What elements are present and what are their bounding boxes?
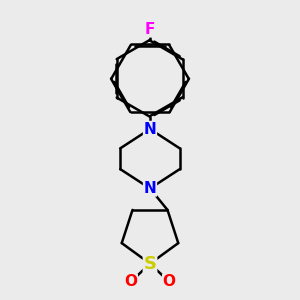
Text: O: O <box>163 274 176 289</box>
Text: S: S <box>143 255 157 273</box>
Text: F: F <box>145 22 155 37</box>
Text: N: N <box>144 122 156 136</box>
Text: N: N <box>144 181 156 196</box>
Text: O: O <box>124 274 137 289</box>
